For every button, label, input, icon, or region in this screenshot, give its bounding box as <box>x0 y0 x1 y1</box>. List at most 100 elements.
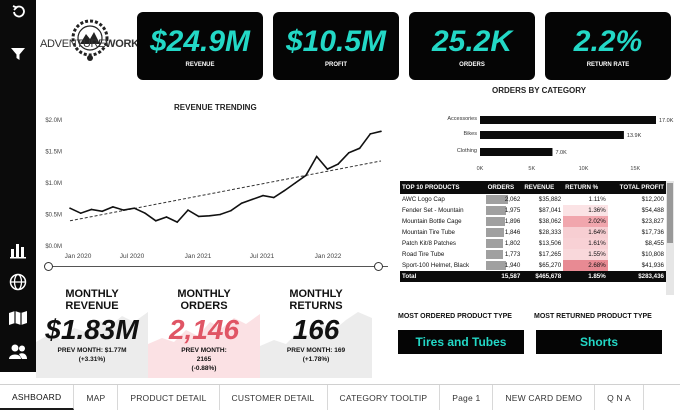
total-return-pct: 1.85% <box>563 271 608 282</box>
revenue-cell: $65,270 <box>538 262 562 269</box>
orders-card-sparkline <box>148 314 260 378</box>
table-row[interactable]: Patch Kit/8 Patches 1,802 $13,506 1.61% $8,4… <box>400 238 666 249</box>
col-header-total-profit[interactable]: TOTAL PROFIT <box>607 181 666 194</box>
product-name: AWC Logo Cap <box>402 196 445 203</box>
kpi-value: 25.2K <box>431 25 513 58</box>
orders-cell: 1,846 <box>485 227 523 238</box>
bar-data-label: 7.0K <box>555 150 567 156</box>
x-tick-label: Jul 2020 <box>120 253 145 260</box>
col-header-return-pct[interactable]: RETURN % <box>563 181 608 194</box>
product-name: Patch Kit/8 Patches <box>402 240 456 247</box>
revenue-point <box>122 209 125 211</box>
col-header-orders[interactable]: ORDERS <box>485 181 523 194</box>
table-row[interactable]: Mountain Bottle Cage 1,896 $38,062 2.02% $23… <box>400 216 666 227</box>
product-name: Road Tire Tube <box>402 251 445 258</box>
revenue-point <box>380 130 382 133</box>
most-returned-type-label: MOST RETURNED PRODUCT TYPE <box>534 313 652 320</box>
y-tick-label: $0.5M <box>45 213 62 219</box>
bar-data-label: 17.0K <box>659 118 674 124</box>
tab-ashboard[interactable]: ASHBOARD <box>0 385 75 410</box>
date-slider-track[interactable] <box>48 266 388 267</box>
x-tick-label: Jul 2021 <box>250 253 275 260</box>
bar-data-label: 13.9K <box>627 133 642 139</box>
tab-new-card-demo[interactable]: NEW CARD DEMO <box>493 385 596 410</box>
returns-card-sparkline <box>260 312 372 378</box>
orders-cell: 1,773 <box>485 249 523 260</box>
revenue-point <box>348 151 350 154</box>
date-slider-start-handle[interactable] <box>44 262 53 271</box>
x-tick-label: Jan 2021 <box>185 253 212 260</box>
y-tick-label: $1.5M <box>45 150 62 156</box>
revenue-point <box>187 209 189 211</box>
revenue-point <box>79 212 82 215</box>
orders-by-category-title: ORDERS BY CATEGORY <box>492 86 587 95</box>
kpi-value: 2.2% <box>573 25 643 58</box>
orders-by-category-chart[interactable]: Accessories 17.0K Bikes 13.9K Clothing 7.0K 0K… <box>396 96 680 176</box>
date-slider-end-handle[interactable] <box>374 262 383 271</box>
profit-cell: $8,455 <box>645 240 664 247</box>
revenue-cell: $28,333 <box>538 229 562 236</box>
back-arrow-icon[interactable] <box>6 0 30 24</box>
tab-customer-detail[interactable]: CUSTOMER DETAIL <box>220 385 328 410</box>
return-pct-cell: 1.36% <box>563 205 608 216</box>
table-row[interactable]: Road Tire Tube 1,773 $17,265 1.55% $10,808 <box>400 249 666 260</box>
bar-chart-icon[interactable] <box>6 238 30 262</box>
kpi-card-profit: $10.5M PROFIT <box>273 12 399 80</box>
orders-databar <box>485 217 505 226</box>
kpi-card-orders: 25.2K ORDERS <box>409 12 535 80</box>
monthly-returns-value: 166 <box>292 314 340 345</box>
monthly-revenue-card: MONTHLY REVENUE $1.83M PREV MONTH: $1.77… <box>36 282 148 378</box>
revenue-point <box>315 155 318 158</box>
return-pct-cell: 1.55% <box>563 249 608 260</box>
table-row[interactable]: Sport-100 Helmet, Black 1,940 $65,270 2.68%… <box>400 260 666 271</box>
tab-map[interactable]: MAP <box>74 385 119 410</box>
kpi-value: $10.5M <box>285 25 387 58</box>
orders-databar <box>485 206 506 215</box>
col-header-revenue[interactable]: REVENUE <box>522 181 564 194</box>
orders-cell: 1,940 <box>485 260 523 271</box>
y-tick-label: $2.0M <box>45 118 62 124</box>
table-scrollbar[interactable] <box>666 181 674 295</box>
total-profit: $283,436 <box>607 271 666 282</box>
users-icon[interactable] <box>6 340 30 364</box>
product-name: Mountain Tire Tube <box>402 229 455 236</box>
globe-icon[interactable] <box>6 270 30 294</box>
revenue-cell: $13,506 <box>538 240 562 247</box>
return-pct-cell: 2.68% <box>563 260 608 271</box>
revenue-point <box>358 147 361 150</box>
tab-category-tooltip[interactable]: CATEGORY TOOLTIP <box>328 385 441 410</box>
return-pct-cell: 1.61% <box>563 238 608 249</box>
table-row[interactable]: Mountain Tire Tube 1,846 $28,333 1.64% $17,7… <box>400 227 666 238</box>
page-tabs: ASHBOARD MAP PRODUCT DETAIL CUSTOMER DETAIL… <box>0 384 680 410</box>
filter-icon[interactable] <box>6 42 30 66</box>
prev-month-text: PREV MONTH: $1.77M <box>57 347 127 354</box>
map-icon[interactable] <box>6 306 30 330</box>
tab-product-detail[interactable]: PRODUCT DETAIL <box>118 385 220 410</box>
most-ordered-type-value: Tires and Tubes <box>398 330 524 354</box>
revenue-point <box>294 182 297 184</box>
table-row[interactable]: Fender Set - Mountain 1,975 $87,041 1.36% $5… <box>400 205 666 216</box>
revenue-cell: $38,062 <box>538 218 562 225</box>
category-label: Bikes <box>464 131 478 137</box>
y-tick-label: $1.0M <box>45 181 62 187</box>
col-header-product[interactable]: TOP 10 PRODUCTS <box>400 181 486 194</box>
kpi-card-revenue: $24.9M REVENUE <box>137 12 263 80</box>
prev-month-text: PREV MONTH: 169 <box>286 347 346 354</box>
kpi-label: RETURN RATE <box>586 62 630 68</box>
category-label: Accessories <box>447 116 477 122</box>
monthly-orders-card: MONTHLY ORDERS 2,146 PREV MONTH: 2165 (-0.… <box>148 282 260 378</box>
return-pct-cell: 1.64% <box>563 227 608 238</box>
orders-databar <box>485 228 504 237</box>
trend-line <box>69 160 382 222</box>
kpi-card-return-rate: 2.2% RETURN RATE <box>545 12 671 80</box>
revenue-point <box>133 207 136 209</box>
tab-page-1[interactable]: Page 1 <box>440 385 494 410</box>
top-products-table: TOP 10 PRODUCTS ORDERS REVENUE RETURN % … <box>400 181 666 282</box>
tab-q-n-a[interactable]: Q N A <box>595 385 644 410</box>
x-tick-label: Jan 2022 <box>315 253 342 260</box>
total-revenue: $465,678 <box>522 271 564 282</box>
table-scrollbar-thumb[interactable] <box>667 183 673 243</box>
revenue-point <box>251 198 254 201</box>
table-row[interactable]: AWC Logo Cap 2,062 $35,882 1.11% $12,200 <box>400 194 666 205</box>
